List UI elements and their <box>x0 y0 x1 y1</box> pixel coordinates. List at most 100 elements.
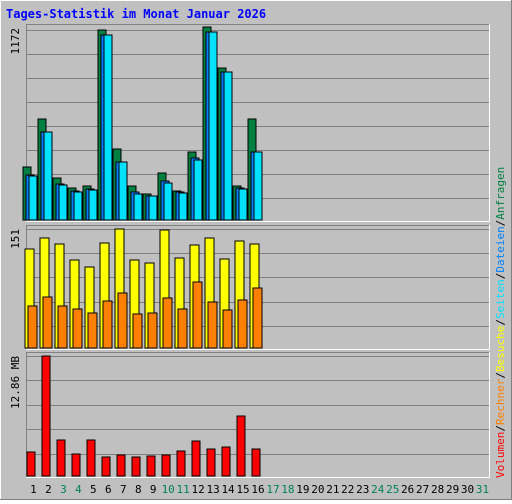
legend-layer: Volumen/Rechner/Besuche/Seiten/Dateien/A… <box>494 167 507 478</box>
bar-volumen-day-11 <box>176 450 186 477</box>
x-tick-label-day-7: 7 <box>120 483 127 496</box>
x-axis-labels-layer: 1 2 3 4 5 6 7 8 9 10 11 12 13 14 15 16 17 18 19 20 21 22 23 24 2… <box>30 483 489 496</box>
bar-seiten-day-16 <box>253 151 263 221</box>
x-tick-label-day-1: 1 <box>30 483 37 496</box>
bar-rechner-day-8 <box>132 313 143 349</box>
legend-item-dateien: Dateien <box>494 226 507 272</box>
bar-rechner-day-11 <box>177 308 188 349</box>
x-tick-label-day-4: 4 <box>75 483 82 496</box>
bar-volumen-day-6 <box>101 456 111 477</box>
bar-seiten-day-13 <box>208 31 218 221</box>
x-tick-label-day-20: 20 <box>311 483 324 496</box>
bar-volumen-day-5 <box>86 439 96 477</box>
y-max-label-top: 1172 <box>9 28 22 55</box>
x-tick-label-day-30: 30 <box>461 483 474 496</box>
bar-rechner-day-12 <box>192 281 203 349</box>
bar-seiten-day-1 <box>28 175 38 221</box>
x-tick-label-day-31: 31 <box>476 483 489 496</box>
bar-seiten-day-5 <box>88 189 98 221</box>
bar-volumen-day-3 <box>56 439 66 477</box>
x-tick-label-day-11: 11 <box>177 483 190 496</box>
x-tick-label-day-12: 12 <box>192 483 205 496</box>
legend-separator: / <box>494 220 507 227</box>
x-tick-label-day-15: 15 <box>236 483 249 496</box>
bar-seiten-day-14 <box>223 71 233 221</box>
bar-seiten-day-8 <box>133 193 143 221</box>
bar-volumen-day-12 <box>191 440 201 477</box>
legend-item-besuche: Besuche <box>494 326 507 372</box>
x-tick-label-day-22: 22 <box>341 483 354 496</box>
bar-rechner-day-1 <box>27 305 38 349</box>
legend-separator: / <box>494 372 507 379</box>
bar-seiten-day-11 <box>178 192 188 221</box>
x-tick-label-day-3: 3 <box>60 483 67 496</box>
bar-rechner-day-2 <box>42 296 53 349</box>
bar-rechner-day-7 <box>117 292 128 349</box>
panel-top <box>22 24 490 222</box>
bar-seiten-day-6 <box>103 34 113 221</box>
panel-middle <box>24 225 490 350</box>
legend-separator: / <box>494 273 507 280</box>
bar-seiten-day-10 <box>163 182 173 221</box>
x-tick-label-day-13: 13 <box>206 483 219 496</box>
bar-seiten-day-2 <box>43 131 53 221</box>
bar-rechner-day-16 <box>252 287 263 349</box>
x-tick-label-day-2: 2 <box>45 483 52 496</box>
bar-rechner-day-5 <box>87 312 98 349</box>
bar-volumen-day-7 <box>116 454 126 477</box>
x-tick-label-day-6: 6 <box>105 483 112 496</box>
bar-volumen-day-13 <box>206 448 216 477</box>
x-tick-label-day-9: 9 <box>150 483 157 496</box>
panel-bottom <box>26 352 490 478</box>
legend-item-seiten: Seiten <box>494 279 507 319</box>
x-tick-label-day-29: 29 <box>446 483 459 496</box>
bar-volumen-day-2 <box>41 355 51 477</box>
bar-seiten-day-12 <box>193 159 203 221</box>
legend-separator: / <box>494 319 507 326</box>
bar-rechner-day-6 <box>102 300 113 349</box>
x-tick-label-day-24: 24 <box>371 483 385 496</box>
bar-rechner-day-4 <box>72 308 83 349</box>
x-tick-label-day-17: 17 <box>266 483 279 496</box>
bar-volumen-day-16 <box>251 448 261 477</box>
panels-layer <box>22 24 490 478</box>
bar-volumen-day-10 <box>161 454 171 477</box>
bar-volumen-day-15 <box>236 415 246 477</box>
x-tick-label-day-18: 18 <box>281 483 294 496</box>
x-tick-label-day-25: 25 <box>386 483 399 496</box>
chart-title: Tages-Statistik im Monat Januar 2026 <box>6 7 266 21</box>
bar-seiten-day-7 <box>118 161 128 221</box>
bar-volumen-day-8 <box>131 456 141 477</box>
x-tick-label-day-16: 16 <box>251 483 264 496</box>
x-tick-label-day-10: 10 <box>162 483 175 496</box>
y-axis-labels-layer: 1172 151 12.86 MB <box>9 28 22 409</box>
legend-separator: / <box>494 425 507 432</box>
bar-volumen-day-1 <box>26 451 36 477</box>
bar-rechner-day-10 <box>162 297 173 349</box>
bar-seiten-day-3 <box>58 184 68 221</box>
bar-volumen-day-9 <box>146 455 156 477</box>
legend-item-volumen: Volumen <box>494 432 507 478</box>
bar-volumen-day-14 <box>221 446 231 477</box>
y-max-label-bottom: 12.86 MB <box>9 356 22 409</box>
bar-rechner-day-9 <box>147 312 158 349</box>
x-tick-label-day-5: 5 <box>90 483 97 496</box>
y-max-label-middle: 151 <box>9 229 22 249</box>
bar-seiten-day-15 <box>238 188 248 221</box>
x-tick-label-day-26: 26 <box>401 483 414 496</box>
legend-item-rechner: Rechner <box>494 378 507 425</box>
bar-rechner-day-15 <box>237 299 248 349</box>
bar-seiten-day-4 <box>73 191 83 221</box>
bar-rechner-day-14 <box>222 309 233 349</box>
bar-rechner-day-3 <box>57 305 68 349</box>
bar-rechner-day-13 <box>207 301 218 349</box>
x-tick-label-day-14: 14 <box>221 483 235 496</box>
bar-seiten-day-9 <box>148 195 158 221</box>
legend: Volumen/Rechner/Besuche/Seiten/Dateien/A… <box>494 167 507 478</box>
x-tick-label-day-28: 28 <box>431 483 444 496</box>
x-tick-label-day-19: 19 <box>296 483 309 496</box>
x-tick-label-day-27: 27 <box>416 483 429 496</box>
x-tick-label-day-21: 21 <box>326 483 339 496</box>
